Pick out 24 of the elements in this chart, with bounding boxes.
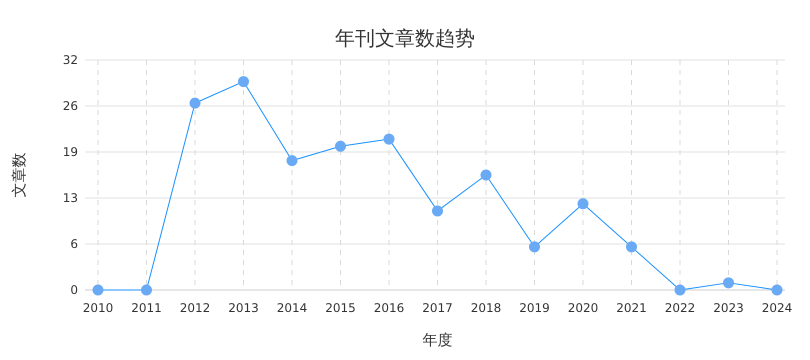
- y-tick-label: 0: [70, 283, 78, 297]
- x-tick-label: 2022: [664, 301, 696, 315]
- y-tick-label: 32: [62, 53, 78, 67]
- x-tick-label: 2024: [762, 301, 792, 315]
- y-tick-label: 6: [70, 237, 78, 251]
- x-tick-label: 2018: [470, 301, 502, 315]
- x-tick-label: 2015: [325, 301, 356, 315]
- x-tick-label: 2019: [519, 301, 550, 315]
- x-tick-label: 2011: [131, 301, 162, 315]
- x-tick-label: 2010: [82, 301, 114, 315]
- x-tick-label: 2016: [374, 301, 404, 315]
- x-tick-label: 2013: [228, 301, 259, 315]
- chart-title: 年刊文章数趋势: [335, 26, 475, 50]
- y-tick-label: 13: [62, 191, 78, 205]
- x-tick-label: 2023: [713, 301, 744, 315]
- x-tick-label: 2014: [276, 301, 308, 315]
- x-tick-label: 2020: [568, 301, 598, 315]
- y-axis-title: 文章数: [10, 152, 28, 198]
- x-tick-label: 2012: [180, 301, 210, 315]
- x-tick-label: 2021: [616, 301, 647, 315]
- x-axis-title: 年度: [422, 331, 452, 349]
- y-tick-label: 19: [62, 145, 78, 159]
- x-tick-label: 2017: [422, 301, 453, 315]
- y-tick-label: 26: [62, 99, 78, 113]
